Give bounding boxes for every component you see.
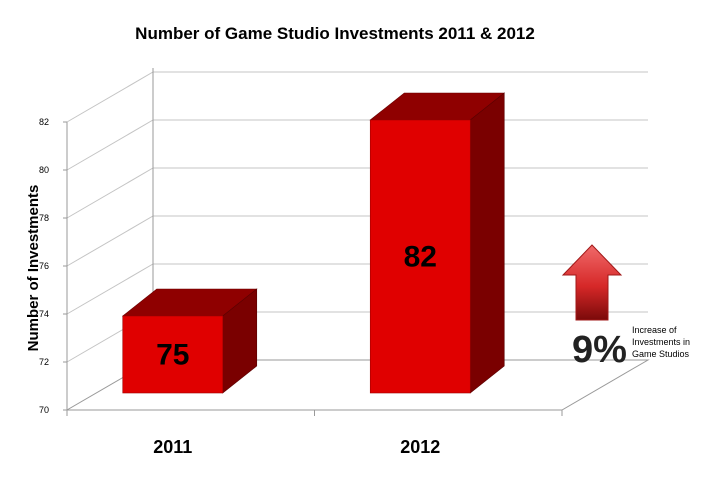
y-tick-label: 80	[39, 165, 49, 175]
annotation-line-3: Game Studios	[632, 349, 690, 359]
bar-side-face	[469, 92, 505, 394]
gridline	[66, 119, 648, 171]
increase-annotation: 9% Increase of Investments in Game Studi…	[561, 244, 690, 371]
y-tick-label: 74	[39, 309, 49, 319]
chart-title: Number of Game Studio Investments 2011 &…	[135, 24, 535, 43]
increase-percent: 9%	[572, 329, 627, 371]
bar-2012: 82	[369, 92, 506, 394]
bar-data-label: 75	[156, 339, 189, 372]
bar-front-face	[369, 119, 471, 394]
x-tick-label: 2011	[153, 437, 192, 457]
y-tick-label: 72	[39, 357, 49, 367]
y-tick-label: 82	[39, 117, 49, 127]
bars: 75 82	[121, 92, 506, 394]
annotation-line-2: Investments in	[632, 337, 690, 347]
y-tick-label: 70	[39, 405, 49, 415]
x-tick-labels: 2011 2012	[153, 437, 440, 457]
gridline	[66, 71, 648, 123]
y-tick-label: 76	[39, 261, 49, 271]
x-tick-label: 2012	[400, 437, 440, 457]
annotation-line-1: Increase of	[632, 325, 677, 335]
gridline	[66, 215, 648, 267]
y-axis-label: Number of Investments	[25, 185, 42, 352]
bar-data-label: 82	[404, 241, 437, 274]
gridline	[66, 167, 648, 219]
bar-2011: 75	[121, 288, 258, 394]
bar-front-face	[122, 315, 224, 394]
y-tick-labels: 70 72 74 76 78 80 82	[39, 117, 49, 415]
up-arrow-icon	[561, 244, 623, 321]
y-tick-label: 78	[39, 213, 49, 223]
